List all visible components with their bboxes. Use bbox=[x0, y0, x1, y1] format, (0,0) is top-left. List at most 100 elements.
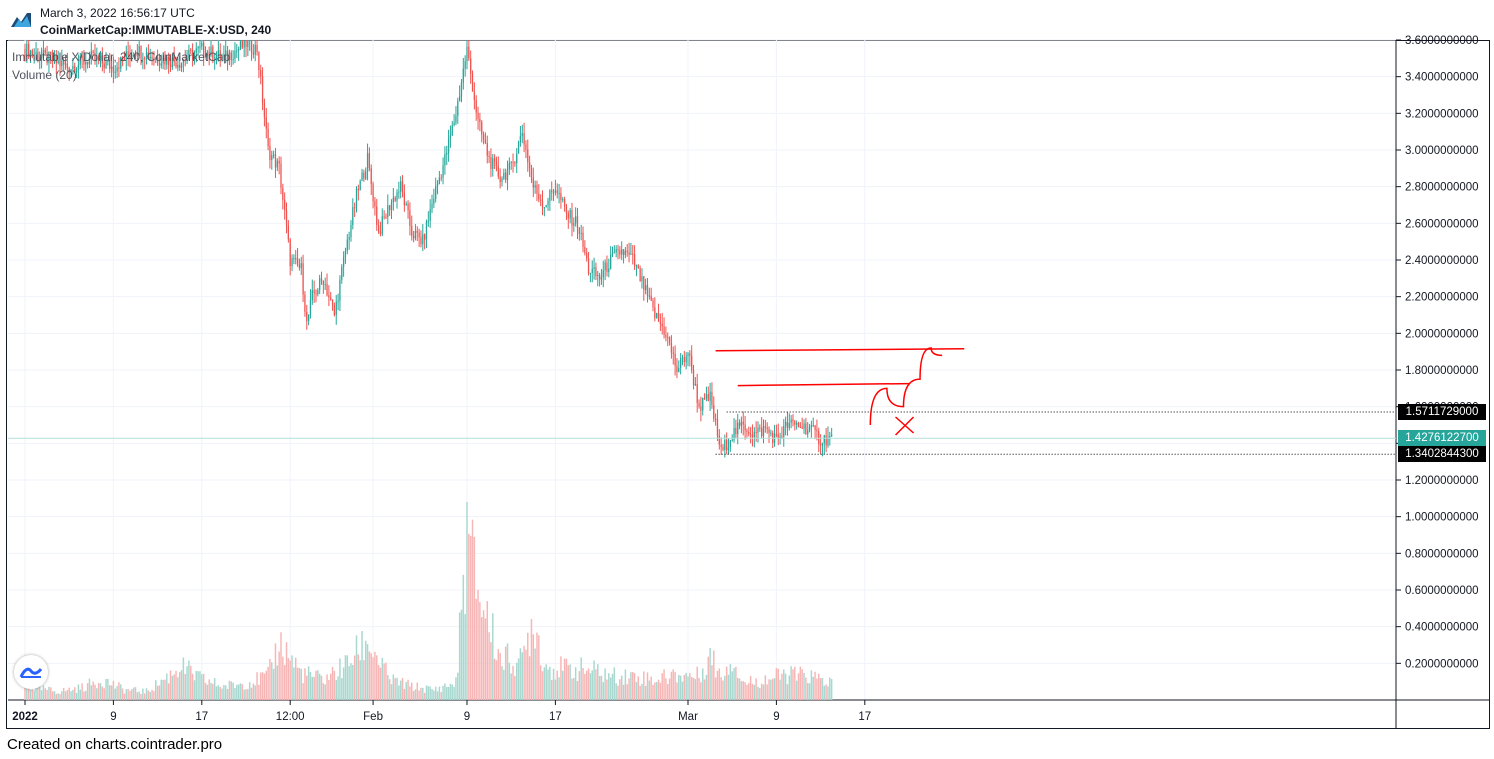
candle-body bbox=[611, 252, 614, 255]
candle-body bbox=[576, 216, 579, 229]
candle-body bbox=[595, 267, 597, 277]
candle-body bbox=[191, 50, 194, 60]
volume-bar bbox=[427, 686, 430, 700]
y-tick-label: 3.4000000000 bbox=[1405, 72, 1479, 84]
price-label-current: 1.4276122700 bbox=[1398, 430, 1486, 447]
candle-body bbox=[779, 436, 781, 439]
candle-body bbox=[407, 203, 409, 211]
candle-body bbox=[258, 52, 260, 71]
price-label-high: 1.5711729000 bbox=[1398, 403, 1486, 420]
y-tick-label: 0.8000000000 bbox=[1405, 548, 1479, 560]
volume-bar bbox=[387, 675, 389, 700]
candle-body bbox=[217, 50, 220, 56]
volume-bar bbox=[167, 683, 170, 700]
candle-body bbox=[578, 228, 580, 234]
candle-body bbox=[525, 144, 527, 150]
volume-bar bbox=[624, 669, 627, 700]
drawn-cross-mark bbox=[894, 416, 915, 436]
candle-body bbox=[256, 44, 258, 53]
volume-bar bbox=[156, 685, 159, 700]
volume-bar bbox=[703, 679, 706, 700]
candle-body bbox=[753, 431, 755, 438]
volume-bar bbox=[37, 685, 39, 700]
candle-body bbox=[729, 440, 732, 448]
candle-body bbox=[475, 100, 477, 113]
volume-bar bbox=[335, 679, 337, 700]
candle-body bbox=[272, 154, 275, 156]
candle-body bbox=[602, 270, 604, 278]
drawn-projection-curve bbox=[869, 347, 943, 426]
candle-body bbox=[783, 426, 785, 437]
volume-bar bbox=[602, 682, 605, 700]
candle-body bbox=[46, 52, 48, 64]
volume-bar bbox=[287, 658, 290, 700]
candle-body bbox=[390, 202, 393, 211]
candle-body bbox=[670, 342, 673, 353]
volume-bar bbox=[803, 673, 805, 700]
volume-bar bbox=[770, 679, 772, 700]
volume-bar bbox=[760, 683, 763, 700]
candle-body bbox=[646, 285, 649, 296]
candle-body bbox=[317, 289, 319, 295]
candle-body bbox=[75, 69, 78, 73]
price-axis: 3.6000000000 3.4000000000 3.2000000000 3.00… bbox=[1395, 35, 1479, 728]
candle-body bbox=[829, 436, 831, 438]
volume-bar bbox=[646, 672, 649, 700]
drawn-resistance-line bbox=[737, 382, 910, 387]
volume-bar bbox=[328, 679, 330, 700]
candle-body bbox=[571, 210, 573, 226]
volume-bar bbox=[129, 690, 131, 700]
candle-body bbox=[477, 112, 479, 119]
candle-body bbox=[153, 58, 155, 60]
candle-body bbox=[278, 160, 280, 164]
candle-body bbox=[436, 183, 439, 187]
volume-bar bbox=[486, 601, 488, 700]
candle-body bbox=[265, 117, 267, 129]
volume-bar bbox=[480, 617, 483, 700]
candle-body bbox=[59, 60, 61, 67]
volume-bar bbox=[608, 673, 610, 700]
volume-bar bbox=[372, 657, 374, 700]
volume-bar bbox=[508, 662, 511, 700]
candle-body bbox=[678, 367, 680, 373]
candle-body bbox=[742, 421, 744, 425]
candle-body bbox=[322, 280, 324, 285]
volume-bar bbox=[405, 681, 407, 700]
volume-bar bbox=[401, 678, 404, 700]
candle-body bbox=[134, 54, 137, 56]
volume-bar bbox=[768, 679, 770, 700]
volume-bar bbox=[748, 683, 750, 700]
candle-body bbox=[751, 434, 754, 438]
volume-bar bbox=[247, 689, 249, 700]
volume-bar bbox=[304, 668, 306, 700]
candle-body bbox=[451, 125, 453, 136]
volume-bar bbox=[86, 683, 89, 700]
volume-bar bbox=[701, 668, 704, 700]
tradingview-badge-icon[interactable] bbox=[14, 655, 48, 689]
volume-bar bbox=[560, 656, 562, 700]
volume-bar bbox=[510, 673, 512, 700]
candle-body bbox=[328, 295, 330, 298]
candle-body bbox=[342, 257, 345, 267]
candle-body bbox=[674, 353, 676, 366]
volume-bar bbox=[440, 692, 442, 700]
volume-bar bbox=[274, 643, 277, 700]
candle-body bbox=[819, 444, 822, 446]
tradingview-logo-icon[interactable] bbox=[10, 10, 32, 28]
candle-body bbox=[514, 162, 516, 164]
volume-bar bbox=[716, 670, 719, 700]
candle-body bbox=[232, 59, 234, 61]
candle-body bbox=[140, 46, 142, 59]
candle-body bbox=[33, 53, 35, 55]
candle-body bbox=[604, 262, 606, 271]
volume-bar bbox=[300, 668, 302, 700]
candle-body bbox=[748, 432, 750, 434]
candle-body bbox=[453, 122, 455, 126]
volume-bar bbox=[615, 683, 617, 700]
volume-bar bbox=[62, 687, 65, 700]
candle-body bbox=[749, 433, 752, 435]
volume-bar bbox=[477, 589, 479, 700]
candle-body bbox=[409, 210, 411, 226]
volume-bar bbox=[329, 673, 332, 700]
